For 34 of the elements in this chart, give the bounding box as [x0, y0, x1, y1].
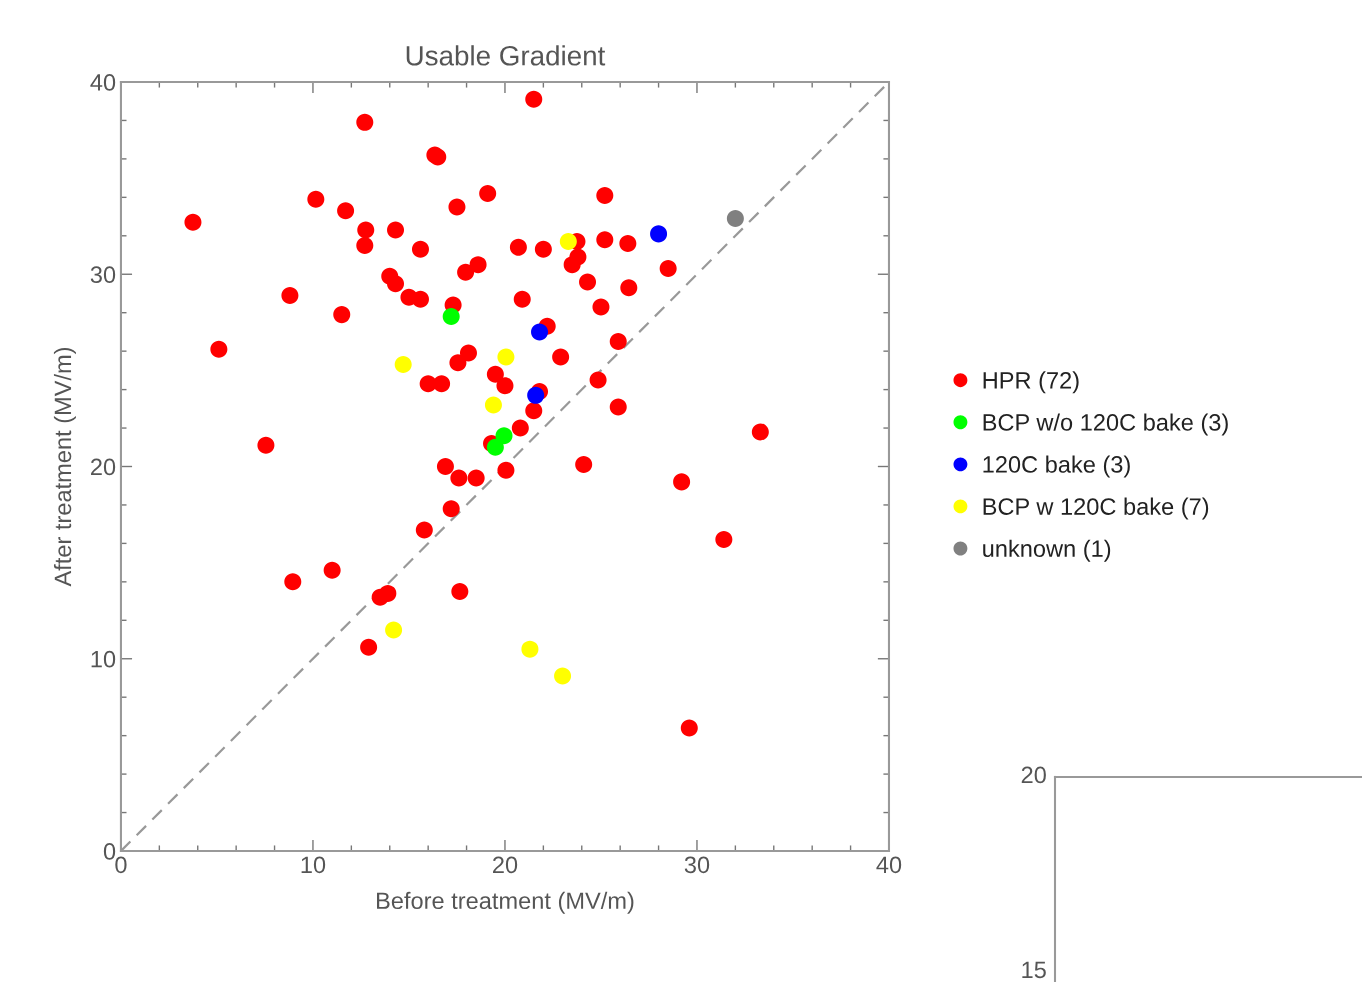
- y-tick-label: 10: [91, 650, 116, 668]
- chart-title: Usable Gradient: [406, 45, 606, 66]
- legend-label: BCP w/o 120C bake (3): [983, 413, 1228, 436]
- legend-label: HPR (72): [983, 371, 1079, 394]
- point: [495, 427, 513, 445]
- legend-label: BCP w 120C bake (7): [983, 497, 1209, 520]
- point: [531, 323, 549, 341]
- x-axis-title: Before treatment (MV/m): [377, 891, 634, 914]
- point: [497, 348, 515, 366]
- text: 15: [1022, 961, 1046, 979]
- x-tick-label: 10: [301, 856, 326, 874]
- text: 20: [1021, 766, 1046, 784]
- point: [554, 667, 572, 685]
- point: [650, 225, 668, 243]
- point: [486, 438, 504, 456]
- y-tick-label: 40: [90, 74, 116, 91]
- x-tick-label: 30: [684, 856, 710, 874]
- point: [726, 209, 744, 227]
- point: [521, 640, 539, 658]
- y-tick-label: 0: [103, 843, 116, 860]
- x-tick-label: 0: [115, 856, 127, 874]
- point: [442, 308, 460, 326]
- x-tick-label: 40: [876, 856, 902, 874]
- legend-label: 120C bake (3): [983, 455, 1130, 478]
- y-tick-label: 20: [91, 458, 116, 476]
- y-axis-title: After treatment (MV/m): [53, 347, 76, 587]
- legend-label: unknown (1): [983, 539, 1111, 562]
- point: [527, 386, 545, 404]
- y-tick-label: 30: [90, 266, 116, 284]
- point: [394, 356, 412, 374]
- x-tick-label: 20: [493, 856, 518, 874]
- point: [559, 233, 577, 251]
- point: [484, 396, 502, 414]
- point: [385, 621, 403, 639]
